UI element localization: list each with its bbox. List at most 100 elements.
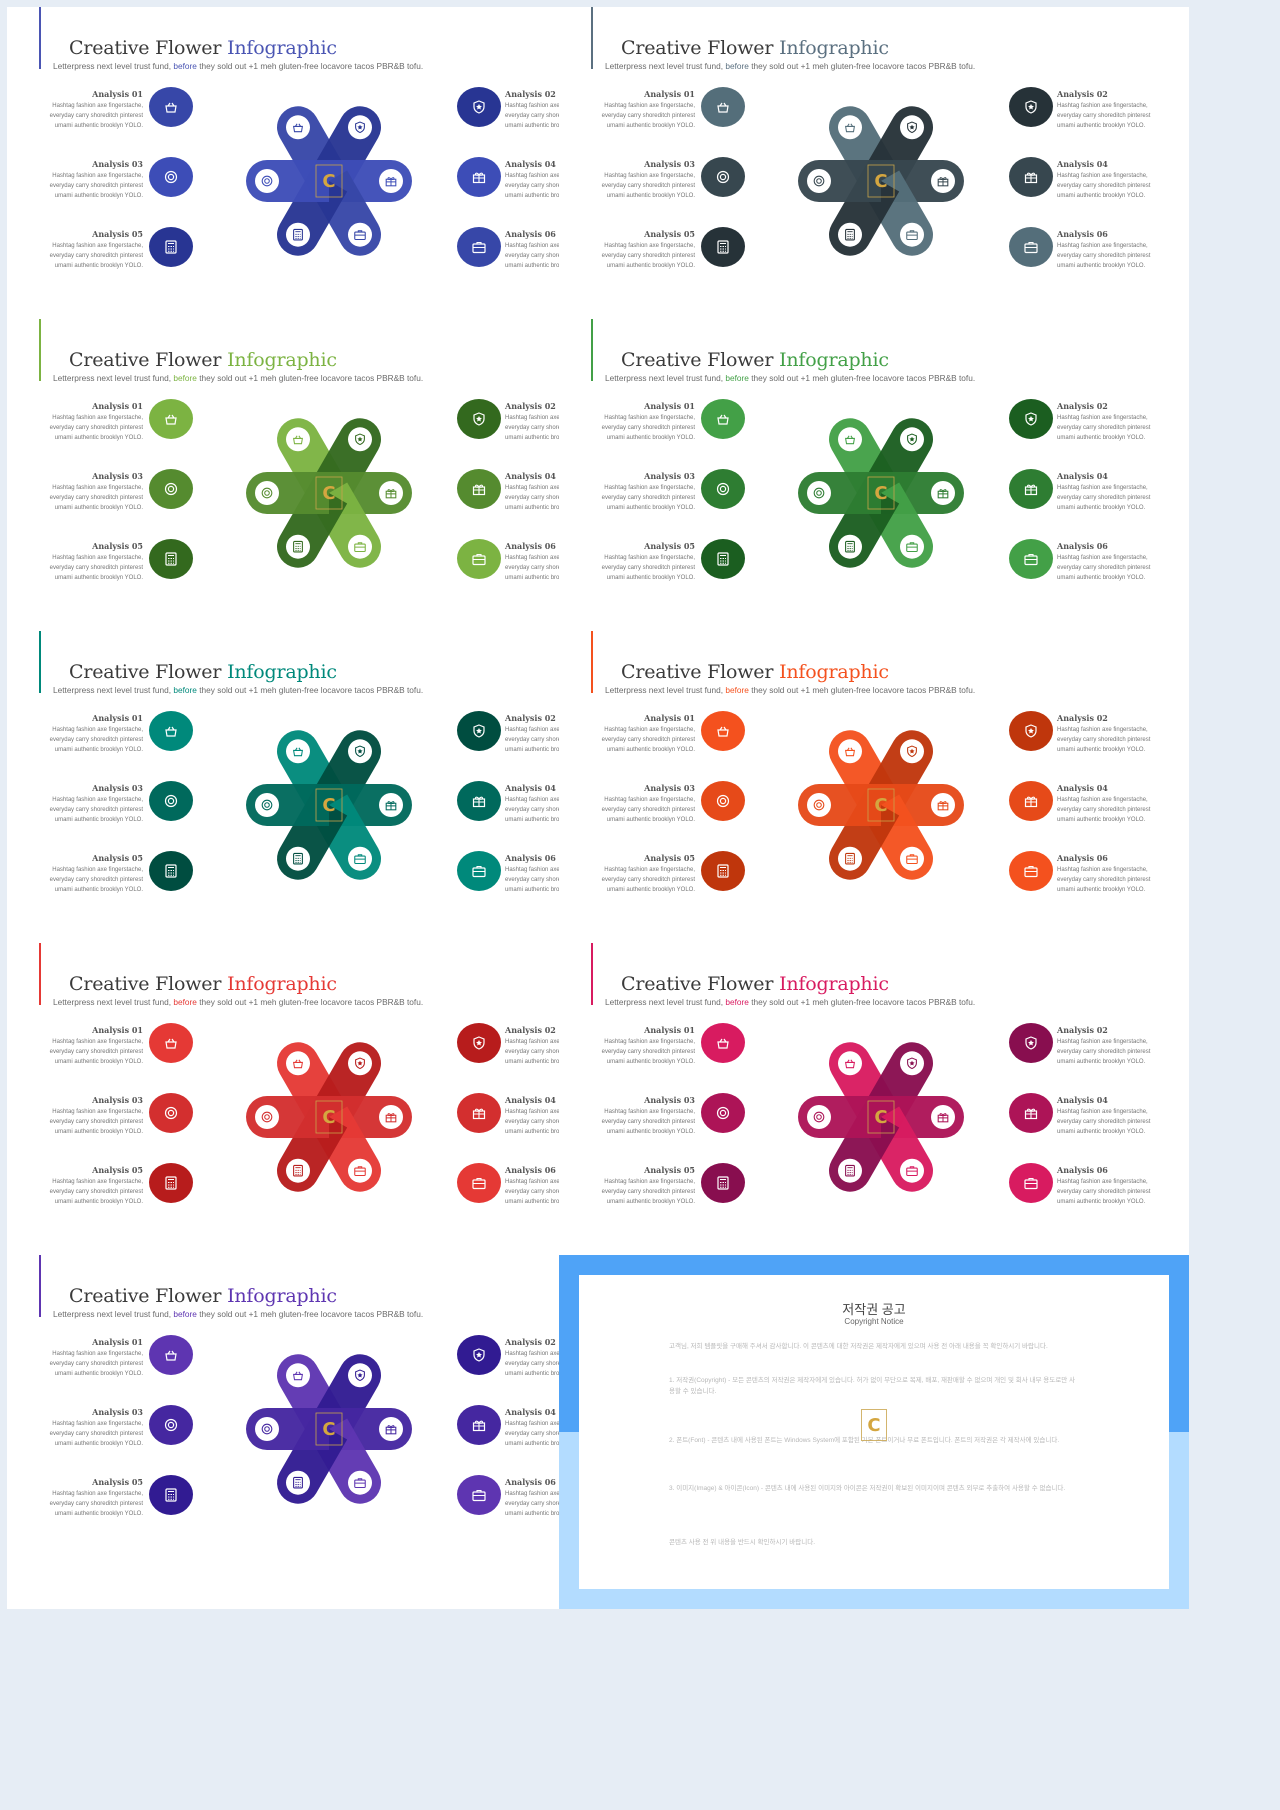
analysis-item-desc: Hashtag fashion axe fingerstache, everyd… bbox=[49, 797, 143, 823]
flower-diagram: C bbox=[798, 730, 964, 880]
slide-subtitle: Letterpress next level trust fund, befor… bbox=[53, 373, 423, 383]
analysis-item-blob bbox=[457, 1475, 501, 1515]
subtitle-pre: Letterpress next level trust fund, bbox=[53, 61, 172, 71]
analysis-item-label: Analysis 05 bbox=[92, 1477, 143, 1487]
analysis-item-1: Analysis 01 Hashtag fashion axe fingersta… bbox=[597, 711, 757, 761]
petal-icon-circle bbox=[286, 534, 310, 559]
slide-copyright[interactable]: 저작권 공고 Copyright Notice 고객님, 저희 템플릿을 구매해 주… bbox=[559, 1255, 1189, 1609]
subtitle-pre: Letterpress next level trust fund, bbox=[605, 997, 724, 1007]
flower-container: C bbox=[781, 403, 981, 583]
petal-icon-circle bbox=[838, 739, 862, 764]
subtitle-highlight: before bbox=[173, 685, 197, 695]
analysis-item-label: Analysis 02 bbox=[1057, 401, 1108, 411]
slide-title: Creative Flower Infographic bbox=[69, 1285, 337, 1307]
svg-text:C: C bbox=[322, 1419, 335, 1440]
flower-container: C bbox=[781, 715, 981, 895]
analysis-item-desc: Hashtag fashion axe fingerstache, everyd… bbox=[505, 1491, 599, 1517]
title-main: Creative Flower bbox=[69, 37, 222, 59]
analysis-item-blob bbox=[1009, 157, 1053, 197]
analysis-item-6: Analysis 06 Hashtag fashion axe fingersta… bbox=[1009, 1163, 1169, 1213]
star-badge-icon bbox=[473, 412, 485, 426]
analysis-item-5: Analysis 05 Hashtag fashion axe fingersta… bbox=[597, 851, 757, 901]
flower-diagram: C bbox=[798, 418, 964, 568]
analysis-item-desc: Hashtag fashion axe fingerstache, everyd… bbox=[601, 415, 695, 441]
analysis-item-2: Analysis 02 Hashtag fashion axe fingersta… bbox=[1009, 1023, 1169, 1073]
briefcase-icon bbox=[1024, 553, 1038, 566]
analysis-item-label: Analysis 04 bbox=[1057, 783, 1108, 793]
slide-slate[interactable]: Creative Flower Infographic Letterpress n… bbox=[559, 7, 1189, 361]
analysis-item-blob bbox=[457, 227, 501, 267]
analysis-item-blob bbox=[1009, 1163, 1053, 1203]
analysis-item-blob bbox=[701, 781, 745, 821]
subtitle-post: they sold out +1 meh gluten-free locavor… bbox=[199, 373, 424, 383]
analysis-item-2: Analysis 02 Hashtag fashion axe fingersta… bbox=[457, 87, 617, 137]
slide-teal[interactable]: Creative Flower Infographic Letterpress n… bbox=[7, 631, 637, 985]
slide-orange[interactable]: Creative Flower Infographic Letterpress n… bbox=[559, 631, 1189, 985]
analysis-item-label: Analysis 04 bbox=[1057, 159, 1108, 169]
analysis-item-blob bbox=[457, 157, 501, 197]
title-accent: Infographic bbox=[227, 661, 337, 683]
analysis-item-blob bbox=[457, 469, 501, 509]
analysis-item-desc: Hashtag fashion axe fingerstache, everyd… bbox=[505, 1039, 599, 1065]
petal-icon-circle bbox=[255, 1105, 279, 1129]
slide-red[interactable]: Creative Flower Infographic Letterpress n… bbox=[7, 943, 637, 1297]
slide-purple[interactable]: Creative Flower Infographic Letterpress n… bbox=[7, 1255, 637, 1609]
analysis-item-desc: Hashtag fashion axe fingerstache, everyd… bbox=[601, 1039, 695, 1065]
analysis-item-blob bbox=[457, 1023, 501, 1063]
svg-text:C: C bbox=[874, 1107, 887, 1128]
petal-icon-circle bbox=[838, 222, 862, 247]
analysis-item-label: Analysis 02 bbox=[505, 89, 556, 99]
calculator-icon bbox=[717, 864, 729, 878]
subtitle-highlight: before bbox=[725, 61, 749, 71]
petal-icon-circle bbox=[931, 481, 955, 505]
analysis-item-6: Analysis 06 Hashtag fashion axe fingersta… bbox=[1009, 227, 1169, 277]
analysis-item-label: Analysis 06 bbox=[505, 1165, 556, 1175]
slide-pink[interactable]: Creative Flower Infographic Letterpress n… bbox=[559, 943, 1189, 1297]
analysis-item-blob bbox=[149, 851, 193, 891]
analysis-item-desc: Hashtag fashion axe fingerstache, everyd… bbox=[1057, 1179, 1151, 1205]
analysis-item-label: Analysis 02 bbox=[1057, 89, 1108, 99]
svg-text:C: C bbox=[867, 1415, 880, 1436]
slide-title: Creative Flower Infographic bbox=[621, 661, 889, 683]
title-main: Creative Flower bbox=[69, 1285, 222, 1307]
calculator-icon bbox=[165, 864, 177, 878]
analysis-item-5: Analysis 05 Hashtag fashion axe fingersta… bbox=[45, 1163, 205, 1213]
analysis-item-blob bbox=[149, 227, 193, 267]
center-logo-icon: C bbox=[315, 788, 343, 822]
title-accent: Infographic bbox=[779, 349, 889, 371]
flower-diagram: C bbox=[246, 106, 412, 256]
petal-icon-circle bbox=[807, 169, 831, 193]
analysis-item-label: Analysis 01 bbox=[92, 1025, 143, 1035]
lifebuoy-icon bbox=[716, 482, 730, 496]
analysis-item-label: Analysis 03 bbox=[92, 1095, 143, 1105]
analysis-item-blob bbox=[149, 469, 193, 509]
slide-blue[interactable]: Creative Flower Infographic Letterpress n… bbox=[7, 7, 637, 361]
svg-text:C: C bbox=[322, 795, 335, 816]
analysis-item-label: Analysis 06 bbox=[1057, 229, 1108, 239]
lifebuoy-icon bbox=[164, 170, 178, 184]
analysis-item-blob bbox=[701, 87, 745, 127]
analysis-item-label: Analysis 03 bbox=[644, 471, 695, 481]
analysis-item-desc: Hashtag fashion axe fingerstache, everyd… bbox=[505, 867, 599, 893]
gift-icon bbox=[472, 796, 486, 808]
basket-icon bbox=[717, 1038, 729, 1049]
analysis-item-blob bbox=[1009, 781, 1053, 821]
analysis-item-label: Analysis 02 bbox=[1057, 713, 1108, 723]
slide-lime[interactable]: Creative Flower Infographic Letterpress n… bbox=[7, 319, 637, 673]
petal-icon-circle bbox=[379, 793, 403, 817]
analysis-item-1: Analysis 01 Hashtag fashion axe fingersta… bbox=[45, 87, 205, 137]
slide-green[interactable]: Creative Flower Infographic Letterpress n… bbox=[559, 319, 1189, 673]
analysis-item-desc: Hashtag fashion axe fingerstache, everyd… bbox=[505, 415, 599, 441]
analysis-item-desc: Hashtag fashion axe fingerstache, everyd… bbox=[505, 1179, 599, 1205]
analysis-item-1: Analysis 01 Hashtag fashion axe fingersta… bbox=[597, 399, 757, 449]
slide-title: Creative Flower Infographic bbox=[69, 973, 337, 995]
analysis-item-4: Analysis 04 Hashtag fashion axe fingersta… bbox=[1009, 157, 1169, 207]
analysis-item-label: Analysis 05 bbox=[92, 853, 143, 863]
analysis-item-desc: Hashtag fashion axe fingerstache, everyd… bbox=[49, 1179, 143, 1205]
subtitle-highlight: before bbox=[173, 1309, 197, 1319]
analysis-item-blob bbox=[457, 711, 501, 751]
analysis-item-label: Analysis 01 bbox=[92, 89, 143, 99]
flower-diagram: C bbox=[246, 1042, 412, 1192]
petal-icon-circle bbox=[900, 1158, 924, 1183]
petal-icon-circle bbox=[348, 222, 372, 247]
